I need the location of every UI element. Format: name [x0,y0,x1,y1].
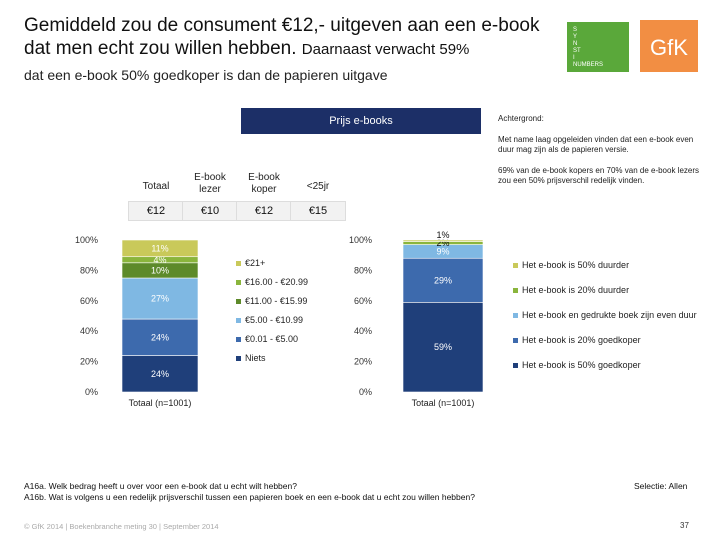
prijs-header: Prijs e-books [241,108,481,134]
category-label: Totaal (n=1001) [412,398,475,408]
bar-segment [121,239,199,258]
y-tick-label: 20% [354,357,372,367]
data-label: 4% [153,255,166,265]
bar-segment [121,355,199,393]
y-tick-label: 0% [85,387,98,397]
legend-label: Het e-book en gedrukte boek zijn even du… [522,310,697,320]
bar-segment [402,302,484,393]
prijs-column-value: €12 [128,201,184,221]
y-tick-label: 60% [354,296,372,306]
prijs-column-label: E-book lezer [194,172,226,195]
y-tick-label: 60% [80,296,98,306]
y-tick-label: 100% [75,235,98,245]
legend-label: €21+ [245,258,265,268]
legend-label: Het e-book is 20% duurder [522,285,629,295]
data-label: 27% [151,294,169,304]
legend-swatch [513,363,518,368]
logo-text: S Y N ST I NUMBERS [573,27,604,68]
data-label: 24% [151,332,169,342]
gfk-logo-text: GfK [650,35,688,60]
prijs-column-label: E-book koper [248,172,280,195]
legend-swatch [513,263,518,268]
legend-swatch [236,261,241,266]
data-label: 11% [151,243,168,253]
prijs-column-value: €10 [182,201,238,221]
legend-swatch [236,280,241,285]
data-label: 2% [436,238,449,248]
legend-label: Het e-book is 50% duurder [522,260,629,270]
gfk-logo: GfK [640,20,698,72]
legend-swatch [513,338,518,343]
legend-swatch [236,337,241,342]
y-tick-label: 40% [80,326,98,336]
title-main: Gemiddeld zou de consument €12,- uitgeve… [24,15,540,59]
bar-segment [121,318,199,356]
legend-swatch [513,313,518,318]
synstinumbers-logo: S Y N ST I NUMBERS [567,22,629,72]
y-tick-label: 20% [80,357,98,367]
y-tick-label: 80% [354,265,372,275]
legend-swatch [236,356,241,361]
data-label: 59% [434,342,452,352]
legend-label: Het e-book is 50% goedkoper [522,360,641,370]
prijs-column-value: €15 [290,201,346,221]
legend-label: €16.00 - €20.99 [245,277,308,287]
achtergrond-panel: Achtergrond: Met name laag opgeleiden vi… [498,114,704,197]
question-text: A16a. Welk bedrag heeft u over voor een … [24,481,475,502]
legend-swatch [513,288,518,293]
legend-swatch [236,299,241,304]
data-label: 29% [434,275,452,285]
legend-swatch [236,318,241,323]
legend-label: Niets [245,353,266,363]
bar-segment [402,239,484,242]
prijs-column-label: <25jr [306,181,330,192]
data-label: 9% [436,246,449,256]
page-number: 37 [680,521,689,530]
achtergrond-heading: Achtergrond: [498,114,544,123]
y-tick-label: 100% [349,235,372,245]
legend-label: Het e-book is 20% goedkoper [522,335,641,345]
data-label: 10% [151,265,169,275]
y-tick-label: 0% [359,387,372,397]
title-small: Daarnaast verwacht 59% [301,41,470,58]
achtergrond-paragraph-1: Met name laag opgeleiden vinden dat een … [498,134,694,155]
prijs-column-value: €12 [236,201,292,221]
page-subtitle: dat een e-book 50% goedkoper is dan de p… [24,67,388,83]
page-title: Gemiddeld zou de consument €12,- uitgeve… [24,14,554,61]
source-footer: © GfK 2014 | Boekenbranche meting 30 | S… [24,522,219,531]
legend-label: €0.01 - €5.00 [245,334,298,344]
data-label: 1% [436,230,449,240]
y-tick-label: 40% [354,326,372,336]
y-tick-label: 80% [80,265,98,275]
category-label: Totaal (n=1001) [129,398,192,408]
legend-label: €5.00 - €10.99 [245,315,303,325]
data-label: 24% [151,369,169,379]
achtergrond-paragraph-2: 69% van de e-book kopers en 70% van de e… [498,165,700,186]
legend-label: €11.00 - €15.99 [245,296,307,306]
prijs-column-label: Totaal [142,181,170,192]
selectie-label: Selectie: Allen [634,481,688,491]
